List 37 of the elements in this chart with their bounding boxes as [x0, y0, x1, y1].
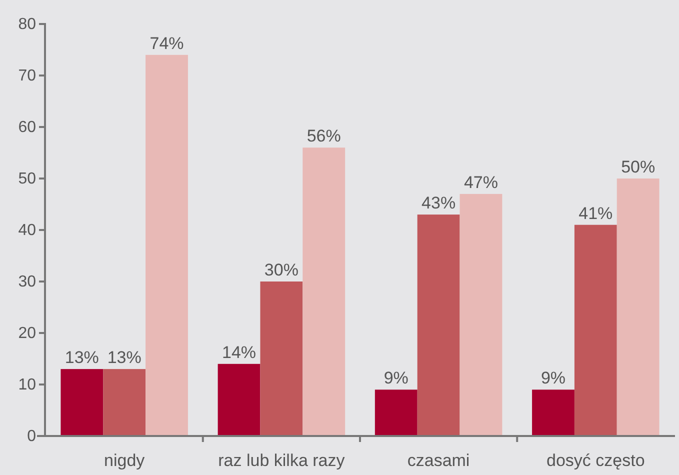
y-tick-label: 10: [18, 376, 36, 394]
y-tick-label: 60: [18, 119, 36, 136]
y-tick-label: 50: [18, 170, 36, 188]
y-tick-label: 70: [18, 68, 36, 85]
bar: [103, 369, 146, 436]
y-tick-label: 20: [18, 325, 36, 342]
bar: [302, 148, 346, 436]
data-label: 50%: [621, 158, 656, 176]
data-label: 13%: [107, 348, 142, 368]
bar: [374, 390, 418, 436]
bar: [260, 282, 303, 436]
data-label: 43%: [422, 194, 456, 213]
data-label: 13%: [64, 348, 99, 368]
y-tick-label: 30: [18, 274, 36, 291]
data-label: 9%: [540, 368, 566, 388]
bar: [460, 194, 502, 436]
x-tick-label: czasami: [407, 451, 470, 470]
data-label: 9%: [384, 368, 408, 388]
bar: [417, 214, 460, 436]
bar: [532, 390, 574, 436]
y-tick-label: 40: [18, 222, 36, 240]
data-label: 30%: [264, 260, 298, 280]
bar: [616, 178, 660, 436]
data-label: 74%: [150, 34, 184, 53]
bar: [218, 364, 260, 436]
bar: [60, 369, 104, 436]
y-tick-label: 80: [18, 16, 36, 34]
bar: [574, 224, 617, 436]
y-tick-label: 0: [27, 428, 36, 446]
x-tick-label: dosyć często: [546, 451, 645, 470]
x-tick-label: nigdy: [104, 451, 146, 470]
data-label: 47%: [464, 172, 498, 192]
data-label: 41%: [578, 204, 613, 223]
bar: [146, 54, 188, 436]
data-label: 56%: [306, 126, 341, 146]
data-label: 14%: [222, 342, 256, 362]
x-tick-label: raz lub kilka razy: [218, 451, 346, 470]
